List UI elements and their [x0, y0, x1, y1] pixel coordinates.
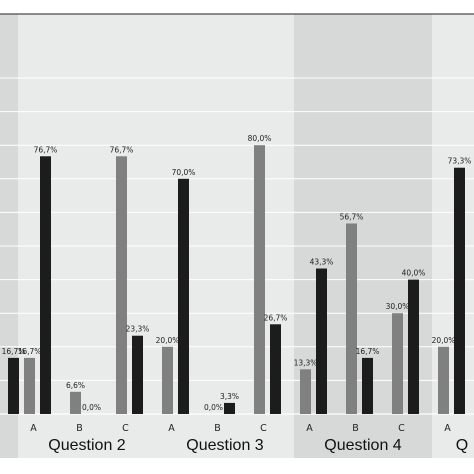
data-labels: 16,7%16,7%76,7%6,6%0,0%76,7%23,3%20,0%70…: [2, 134, 472, 412]
bar-series-b: [40, 156, 51, 414]
bar-value-label: 76,7%: [34, 145, 58, 154]
bars: [8, 145, 465, 414]
bar-value-label: 13,3%: [294, 358, 318, 367]
question-label: Q: [456, 437, 468, 454]
bar-value-label: 0,0%: [82, 403, 101, 412]
bar-series-b: [316, 268, 327, 414]
bar-value-label: 6,6%: [66, 381, 85, 390]
category-tick-label: A: [306, 423, 313, 434]
bar-series-b: [224, 402, 235, 414]
bar-value-label: 43,3%: [310, 258, 334, 267]
bar-value-label: 76,7%: [110, 145, 134, 154]
bar-value-label: 23,3%: [126, 325, 150, 334]
category-tick-label: C: [398, 423, 405, 434]
category-tick-label: A: [168, 423, 175, 434]
bar-value-label: 20,0%: [156, 336, 180, 345]
category-tick-label: C: [260, 423, 267, 434]
bar-series-b: [270, 324, 281, 414]
category-tick-label: A: [444, 423, 451, 434]
bar-value-label: 20,0%: [432, 336, 456, 345]
category-tick-label: B: [214, 423, 221, 434]
bar-value-label: 40,0%: [402, 269, 426, 278]
bar-series-a: [24, 357, 35, 414]
bar-value-label: 56,7%: [340, 212, 364, 221]
category-tick-label: A: [30, 423, 37, 434]
bar-series-a: [300, 369, 311, 414]
bar-value-label: 30,0%: [386, 302, 410, 311]
bar-series-a: [162, 346, 173, 414]
category-tick-label: B: [76, 423, 83, 434]
category-tick-label: B: [352, 423, 359, 434]
bar-series-b: [8, 357, 19, 414]
bar-series-b: [362, 357, 373, 414]
bar-series-a: [116, 156, 127, 414]
question-label: Question 4: [324, 437, 401, 454]
question-label: Question 2: [48, 437, 125, 454]
bar-value-label: 3,3%: [220, 392, 239, 401]
bar-series-b: [178, 178, 189, 414]
bar-value-label: 16,7%: [18, 347, 42, 356]
question-label: Question 3: [186, 437, 263, 454]
bar-series-b: [408, 279, 419, 414]
question-labels: Question 2 Question 3 Question 4 Q: [48, 437, 468, 454]
bar-series-a: [392, 313, 403, 414]
bar-value-label: 70,0%: [172, 168, 196, 177]
bar-series-b: [454, 167, 465, 414]
bar-series-b: [132, 335, 143, 414]
bar-value-label: 26,7%: [264, 313, 288, 322]
bar-value-label: 73,3%: [448, 157, 472, 166]
bar-series-a: [70, 391, 81, 414]
bar-series-a: [346, 223, 357, 414]
bar-value-label: 16,7%: [356, 347, 380, 356]
bar-value-label: 0,0%: [204, 403, 223, 412]
bar-series-a: [254, 145, 265, 414]
category-tick-label: C: [122, 423, 129, 434]
bar-value-label: 80,0%: [248, 134, 272, 143]
bar-value-label: 16,7%: [2, 347, 26, 356]
bar-series-a: [438, 346, 449, 414]
